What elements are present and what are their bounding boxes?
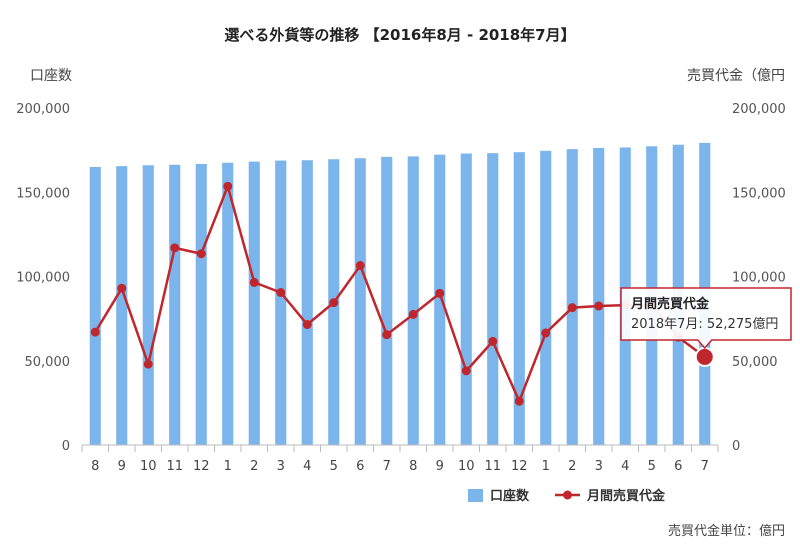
line-point[interactable] [514, 396, 524, 406]
tooltip-box [620, 287, 792, 350]
bar[interactable] [566, 149, 578, 445]
x-tick-label: 7 [701, 459, 709, 474]
x-tick-label: 3 [595, 459, 603, 474]
y-right-tick-label: 100,000 [732, 271, 786, 286]
x-tick-label: 9 [436, 459, 444, 474]
y-right-tick-label: 200,000 [732, 102, 786, 117]
x-tick-label: 2 [568, 459, 576, 474]
line-point[interactable] [329, 298, 339, 308]
x-tick-label: 11 [166, 459, 183, 474]
line-point[interactable] [249, 277, 259, 287]
bar[interactable] [222, 162, 234, 445]
x-tick-label: 1 [224, 459, 232, 474]
x-tick-label: 12 [193, 459, 210, 474]
bar[interactable] [116, 166, 128, 445]
line-point-highlighted[interactable] [694, 346, 715, 367]
chart-title: 選べる外貨等の推移 【2016年8月 - 2018年7月】 [224, 26, 575, 44]
x-tick-label: 6 [674, 459, 682, 474]
bar[interactable] [460, 153, 472, 445]
y-axis-right-title: 売買代金（億円 [687, 68, 785, 84]
bar[interactable] [593, 147, 605, 445]
x-tick-label: 11 [484, 459, 501, 474]
y-left-tick-label: 200,000 [16, 102, 70, 117]
footnote-unit: 売買代金単位：億円 [668, 523, 785, 539]
bar[interactable] [434, 154, 446, 445]
x-tick-label: 2 [250, 459, 258, 474]
line-point[interactable] [143, 359, 153, 369]
bar[interactable] [381, 156, 393, 446]
line-point[interactable] [196, 249, 206, 259]
x-tick-label: 10 [140, 459, 157, 474]
x-tick-label: 3 [277, 459, 285, 474]
x-tick-label: 5 [330, 459, 338, 474]
line-point[interactable] [276, 288, 286, 298]
y-right-tick-label: 0 [732, 439, 740, 454]
line-point[interactable] [170, 243, 180, 253]
bar[interactable] [540, 150, 552, 445]
bar[interactable] [275, 160, 287, 445]
y-left-tick-label: 50,000 [25, 355, 71, 370]
x-tick-label: 5 [648, 459, 656, 474]
bar[interactable] [195, 163, 207, 445]
y-left-tick-label: 150,000 [16, 186, 70, 201]
x-tick-label: 8 [409, 459, 417, 474]
x-tick-label: 8 [91, 459, 99, 474]
line-point[interactable] [567, 303, 577, 313]
x-tick-label: 4 [303, 459, 311, 474]
line-point[interactable] [117, 283, 127, 293]
tooltip: 月間売買代金 2018年7月: 52,275億円 [620, 287, 792, 350]
legend-line-marker [563, 490, 572, 500]
bar[interactable] [513, 152, 525, 445]
line-point[interactable] [541, 328, 551, 338]
bar-series [89, 142, 711, 446]
y-left-tick-label: 0 [62, 439, 70, 454]
y-axis-right: 0 50,000 100,000 150,000 200,000 [732, 102, 786, 454]
x-tick-label: 12 [511, 459, 528, 474]
line-point[interactable] [382, 330, 392, 340]
line-point[interactable] [302, 320, 312, 330]
bar[interactable] [248, 161, 260, 445]
x-tick-label: 1 [542, 459, 550, 474]
x-axis: 8 9 10 11 12 1 2 3 4 5 6 7 8 9 10 11 12 1 2 3 4 5 6 7 [81, 445, 719, 474]
y-axis-left-title: 口座数 [30, 68, 72, 84]
x-tick-label: 10 [458, 459, 475, 474]
line-point[interactable] [90, 327, 100, 337]
bar[interactable] [487, 153, 499, 445]
y-right-tick-label: 50,000 [732, 355, 778, 370]
legend[interactable]: 口座数 月間売買代金 [468, 488, 666, 504]
bar[interactable] [169, 164, 181, 446]
line-point[interactable] [435, 288, 445, 298]
y-right-tick-label: 150,000 [732, 186, 786, 201]
y-axis-left: 0 50,000 100,000 150,000 200,000 [16, 102, 70, 454]
x-tick-label: 9 [118, 459, 126, 474]
line-point[interactable] [461, 366, 471, 376]
legend-bar-swatch [468, 489, 483, 502]
bar[interactable] [407, 156, 419, 445]
legend-label-trading-value[interactable]: 月間売買代金 [586, 488, 666, 504]
tooltip-title: 月間売買代金 [630, 296, 710, 312]
bar[interactable] [89, 166, 101, 445]
legend-label-accounts[interactable]: 口座数 [490, 488, 530, 504]
line-point[interactable] [408, 309, 418, 319]
line-point[interactable] [223, 181, 233, 191]
bar[interactable] [142, 165, 154, 446]
x-tick-label: 4 [621, 459, 629, 474]
tooltip-body: 2018年7月: 52,275億円 [631, 316, 778, 332]
x-tick-label: 6 [356, 459, 364, 474]
line-path [94, 185, 706, 403]
y-left-tick-label: 100,000 [16, 271, 70, 286]
line-point[interactable] [488, 336, 498, 346]
line-point[interactable] [594, 301, 604, 311]
line-point[interactable] [355, 261, 365, 271]
bar[interactable] [354, 158, 366, 445]
bar[interactable] [301, 160, 313, 446]
x-tick-label: 7 [383, 459, 391, 474]
